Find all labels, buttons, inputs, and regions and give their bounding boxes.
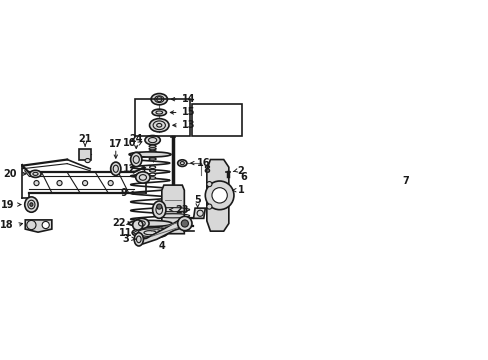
Ellipse shape [149, 156, 156, 157]
Text: 10: 10 [122, 138, 136, 148]
Text: 16: 16 [197, 158, 210, 168]
Ellipse shape [110, 162, 121, 175]
Text: 13: 13 [182, 120, 195, 130]
Text: 15: 15 [182, 108, 195, 117]
Ellipse shape [149, 177, 155, 179]
Circle shape [206, 181, 211, 186]
Text: 24: 24 [129, 134, 142, 144]
Circle shape [413, 180, 426, 193]
Text: 6: 6 [240, 172, 246, 183]
Text: 2: 2 [237, 166, 244, 176]
Circle shape [108, 180, 113, 186]
Ellipse shape [134, 219, 149, 229]
Ellipse shape [149, 173, 155, 176]
Text: 23: 23 [175, 205, 189, 215]
Text: 9: 9 [120, 188, 127, 198]
Ellipse shape [149, 118, 169, 132]
Ellipse shape [25, 197, 38, 212]
Polygon shape [134, 217, 188, 244]
Circle shape [181, 220, 188, 227]
Text: 1: 1 [237, 185, 244, 195]
Ellipse shape [152, 109, 166, 116]
Ellipse shape [152, 201, 165, 219]
Text: 7: 7 [402, 176, 408, 186]
Circle shape [422, 188, 437, 203]
Text: 14: 14 [182, 94, 195, 104]
Circle shape [34, 180, 39, 186]
Ellipse shape [132, 227, 167, 238]
Polygon shape [162, 185, 184, 234]
Ellipse shape [30, 170, 41, 177]
Circle shape [414, 172, 425, 183]
Ellipse shape [149, 166, 155, 168]
Text: 17: 17 [109, 139, 122, 149]
Ellipse shape [85, 158, 90, 163]
Circle shape [211, 188, 227, 203]
Text: 20: 20 [3, 169, 17, 179]
Circle shape [42, 221, 49, 229]
Text: 21: 21 [78, 134, 92, 144]
Text: 3: 3 [122, 234, 129, 244]
Ellipse shape [134, 233, 143, 246]
Polygon shape [193, 208, 205, 219]
Circle shape [417, 175, 422, 180]
Ellipse shape [149, 158, 156, 160]
Ellipse shape [149, 148, 156, 150]
Ellipse shape [149, 145, 156, 147]
Circle shape [197, 210, 203, 216]
Ellipse shape [177, 160, 186, 166]
Ellipse shape [30, 203, 33, 206]
Text: 11: 11 [119, 228, 132, 238]
Text: 12: 12 [122, 164, 136, 174]
Ellipse shape [144, 135, 160, 145]
Circle shape [426, 192, 433, 199]
Text: 5: 5 [194, 195, 201, 206]
Circle shape [205, 181, 233, 210]
Circle shape [206, 204, 211, 209]
Ellipse shape [180, 162, 184, 165]
Polygon shape [25, 220, 52, 232]
Bar [134, 99, 189, 136]
Ellipse shape [151, 94, 167, 105]
Text: 18: 18 [0, 220, 14, 230]
Polygon shape [206, 159, 228, 231]
Ellipse shape [149, 170, 155, 172]
Ellipse shape [136, 172, 150, 183]
Text: 19: 19 [0, 199, 14, 210]
Bar [79, 149, 91, 159]
Bar [192, 104, 242, 136]
Ellipse shape [128, 220, 172, 226]
Circle shape [416, 184, 422, 190]
Circle shape [82, 180, 87, 186]
Text: 22: 22 [112, 219, 125, 229]
Ellipse shape [129, 152, 171, 157]
Text: 4: 4 [158, 242, 165, 252]
Circle shape [27, 220, 36, 230]
Ellipse shape [149, 150, 156, 152]
Text: 8: 8 [203, 165, 210, 175]
Circle shape [156, 96, 162, 102]
Circle shape [177, 216, 192, 231]
Ellipse shape [130, 152, 142, 167]
Circle shape [156, 204, 162, 209]
Circle shape [132, 220, 142, 230]
Ellipse shape [156, 123, 162, 127]
Circle shape [57, 180, 62, 186]
Ellipse shape [149, 153, 156, 155]
